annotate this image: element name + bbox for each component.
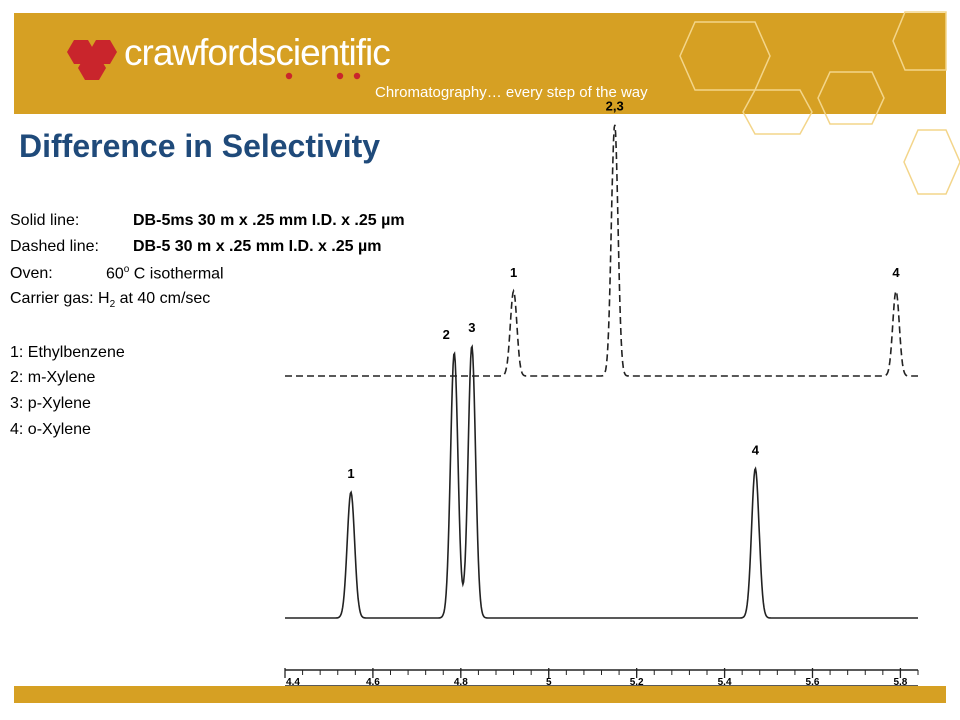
condition-solid-value: DB-5ms 30 m x .25 mm I.D. x .25 µm: [133, 212, 405, 229]
axis-tick-label: 5.2: [630, 677, 644, 688]
condition-dashed: Dashed line: DB-5 30 m x .25 mm I.D. x .2…: [10, 238, 381, 256]
slide-title: Difference in Selectivity: [19, 128, 381, 164]
time-axis: 4.4 4.6 4.8 5 5.2 5.4 5.6 5.8: [284, 668, 919, 688]
axis-tick-label: 5: [546, 677, 552, 688]
peak-label-solid-1: 1: [347, 466, 354, 481]
carrier-label: Carrier gas: H: [10, 290, 110, 307]
axis-tick-label: 4.8: [454, 677, 468, 688]
compound-4: 4: o-Xylene: [10, 421, 91, 438]
logo-dot-icon: [285, 72, 293, 80]
brand-name: crawfordscientific: [124, 32, 391, 73]
peak-label-dashed-2-3: 2,3: [606, 98, 624, 113]
axis-tick-label: 5.4: [718, 677, 732, 688]
logo-dot-icon: [353, 72, 361, 80]
carrier-rest: at 40 cm/sec: [115, 290, 211, 307]
logo-icon: [67, 40, 117, 80]
oven-condition: Oven: 60o C isothermal: [10, 264, 224, 283]
footer-bar: [14, 686, 946, 703]
compound-1: 1: Ethylbenzene: [10, 344, 125, 361]
brand-tagline: Chromatography… every step of the way: [375, 84, 648, 101]
peak-label-dashed-1: 1: [510, 265, 517, 280]
carrier-sub: 2: [109, 299, 116, 311]
condition-dashed-label: Dashed line:: [10, 238, 99, 255]
peak-label-dashed-4: 4: [892, 265, 900, 280]
logo-dot-icon: [336, 72, 344, 80]
peak-label-solid-3: 3: [468, 320, 475, 335]
axis-tick-label: 4.6: [366, 677, 380, 688]
dashed-trace: [285, 124, 918, 377]
peak-label-solid-2: 2: [443, 327, 450, 342]
carrier-gas: Carrier gas: H2 at 40 cm/sec: [10, 290, 210, 310]
condition-solid-label: Solid line:: [10, 212, 80, 229]
oven-temp: 60: [106, 265, 124, 283]
oven-label: Oven:: [10, 265, 53, 283]
solid-trace: [285, 344, 918, 619]
condition-solid: Solid line: DB-5ms 30 m x .25 mm I.D. x .…: [10, 212, 405, 230]
header-banner: [14, 13, 946, 114]
condition-dashed-value: DB-5 30 m x .25 mm I.D. x .25 µm: [133, 238, 382, 255]
compound-2: 2: m-Xylene: [10, 369, 96, 386]
peak-label-solid-4: 4: [752, 442, 760, 457]
oven-rest: C isothermal: [129, 265, 224, 283]
oven-degree: o: [123, 264, 130, 275]
axis-tick-label: 5.8: [893, 677, 907, 688]
hexagon-pattern-icon: [679, 11, 960, 195]
axis-tick-label: 5.6: [806, 677, 820, 688]
axis-tick-label: 4.4: [286, 677, 300, 688]
compound-3: 3: p-Xylene: [10, 395, 91, 412]
